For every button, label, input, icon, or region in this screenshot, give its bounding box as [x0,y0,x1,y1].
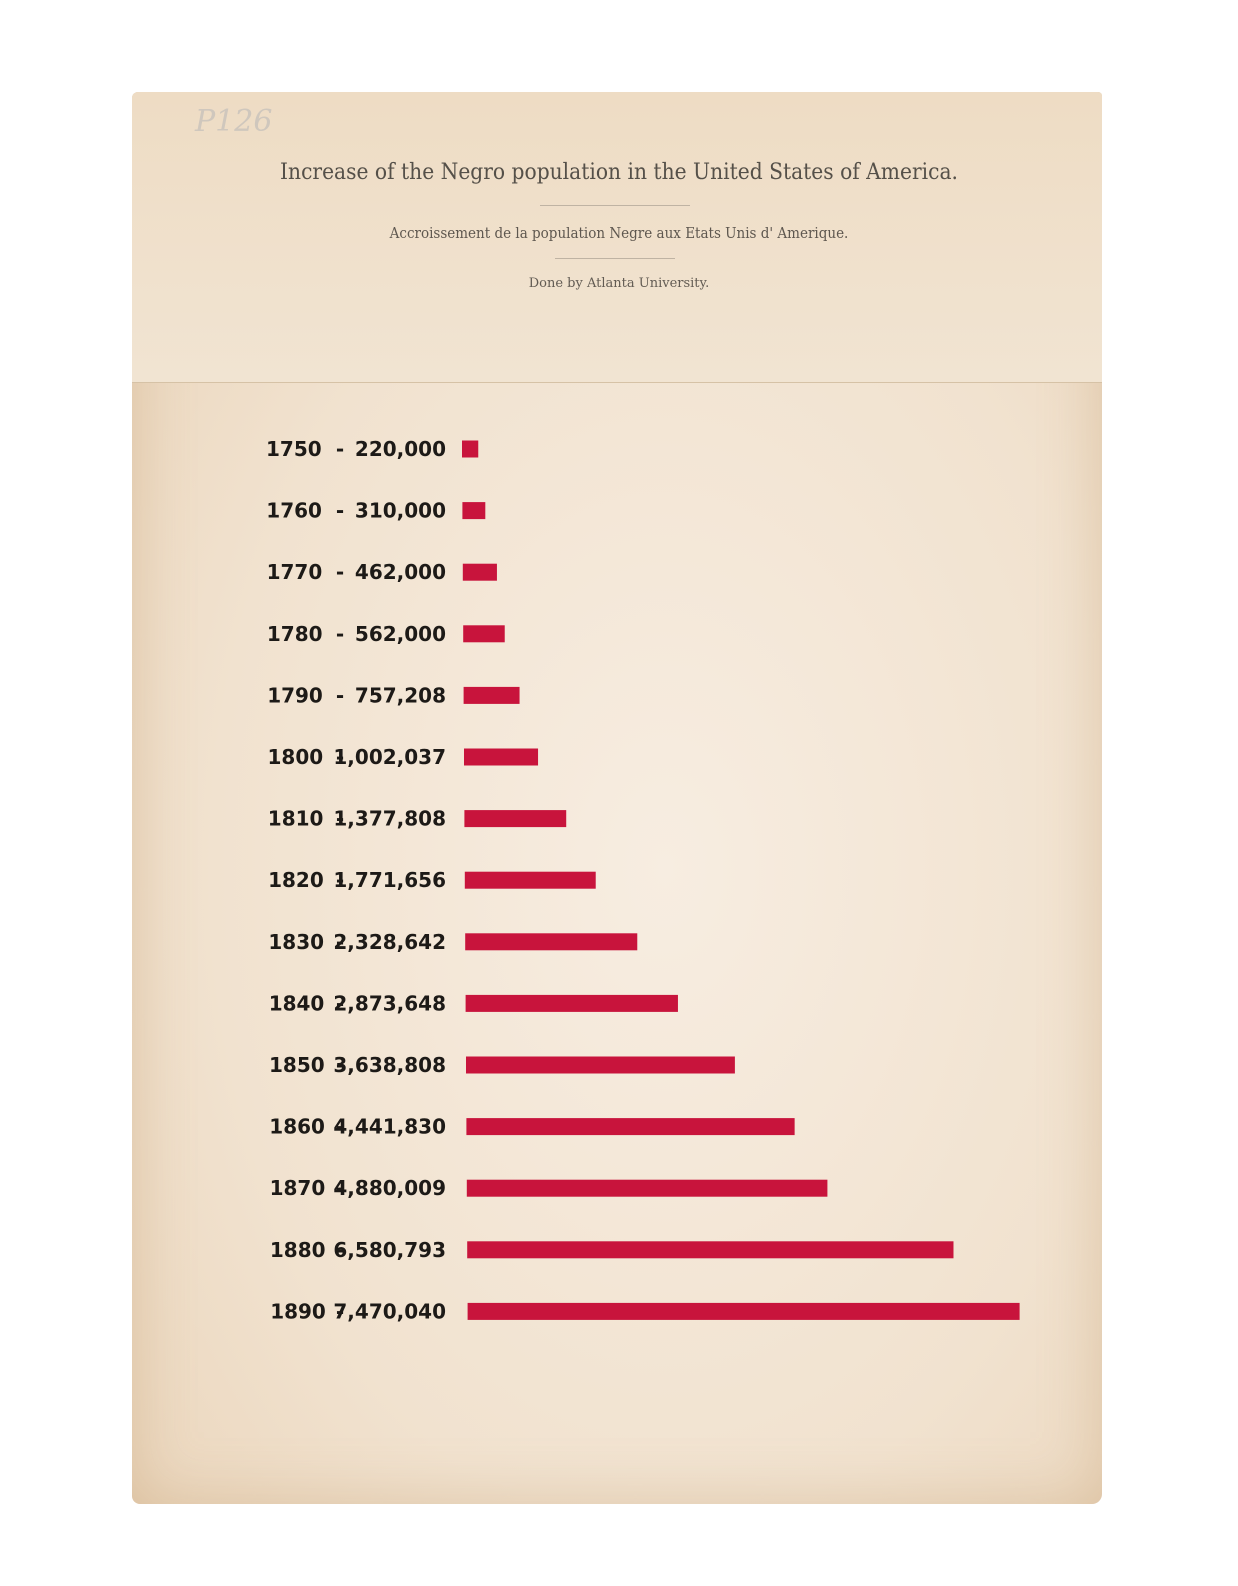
dash-separator: - [336,437,344,461]
year-label: 1890 [270,1299,326,1323]
value-label: 6,580,793 [333,1238,446,1262]
value-label: 4,880,009 [333,1176,446,1200]
bar-1760 [462,502,486,520]
title-divider [540,205,690,206]
year-label: 1770 [267,560,323,584]
bar-1870 [466,1179,828,1197]
value-label: 3,638,808 [333,1053,446,1077]
year-label: 1760 [266,499,322,523]
dash-separator: - [336,930,344,954]
value-label: 2,328,642 [333,930,446,954]
value-label: 7,470,040 [333,1299,446,1323]
value-label: 310,000 [355,499,446,523]
bar-1860 [466,1118,795,1136]
dash-separator: - [336,1053,344,1077]
dash-separator: - [336,1176,344,1200]
value-label: 757,208 [355,683,446,707]
year-label: 1750 [266,437,322,461]
year-label: 1830 [268,930,324,954]
bar-1880 [467,1241,954,1259]
year-label: 1800 [268,745,324,769]
value-label: 462,000 [355,560,446,584]
value-label: 1,771,656 [333,868,446,892]
year-label: 1850 [269,1053,325,1077]
bar-1750 [462,440,479,458]
value-label: 1,377,808 [333,807,446,831]
chart-credit: Done by Atlanta University. [528,276,710,291]
header-band [132,92,1102,383]
bar-1790 [463,686,520,704]
dash-separator: - [336,622,344,646]
bar-1830 [465,933,638,951]
value-label: 1,002,037 [333,745,446,769]
year-label: 1880 [270,1238,326,1262]
subtitle-divider [555,258,675,259]
value-label: 220,000 [355,437,446,461]
dash-separator: - [336,745,344,769]
bar-1890 [467,1302,1020,1320]
dash-separator: - [336,868,344,892]
year-label: 1860 [269,1115,325,1139]
bar-1800 [464,748,539,766]
year-label: 1820 [268,868,324,892]
dash-separator: - [336,1115,344,1139]
value-label: 2,873,648 [333,991,446,1015]
dash-separator: - [336,683,344,707]
year-label: 1810 [268,807,324,831]
dash-separator: - [336,1238,344,1262]
year-label: 1780 [267,622,323,646]
bar-1810 [464,810,567,828]
value-label: 562,000 [355,622,446,646]
year-label: 1790 [267,683,323,707]
bar-1850 [466,1056,735,1074]
chart-title: Increase of the Negro population in the … [280,160,958,185]
handwritten-mark: P126 [195,104,273,139]
dash-separator: - [336,560,344,584]
bar-1770 [462,563,497,581]
dash-separator: - [336,991,344,1015]
dash-separator: - [336,807,344,831]
bar-1780 [463,625,505,643]
chart-subtitle: Accroissement de la population Negre aux… [389,224,849,242]
bar-1840 [465,994,678,1012]
dash-separator: - [336,499,344,523]
value-label: 4,441,830 [333,1115,446,1139]
year-label: 1870 [270,1176,326,1200]
dash-separator: - [336,1299,344,1323]
bar-1820 [464,871,596,889]
year-label: 1840 [269,991,325,1015]
